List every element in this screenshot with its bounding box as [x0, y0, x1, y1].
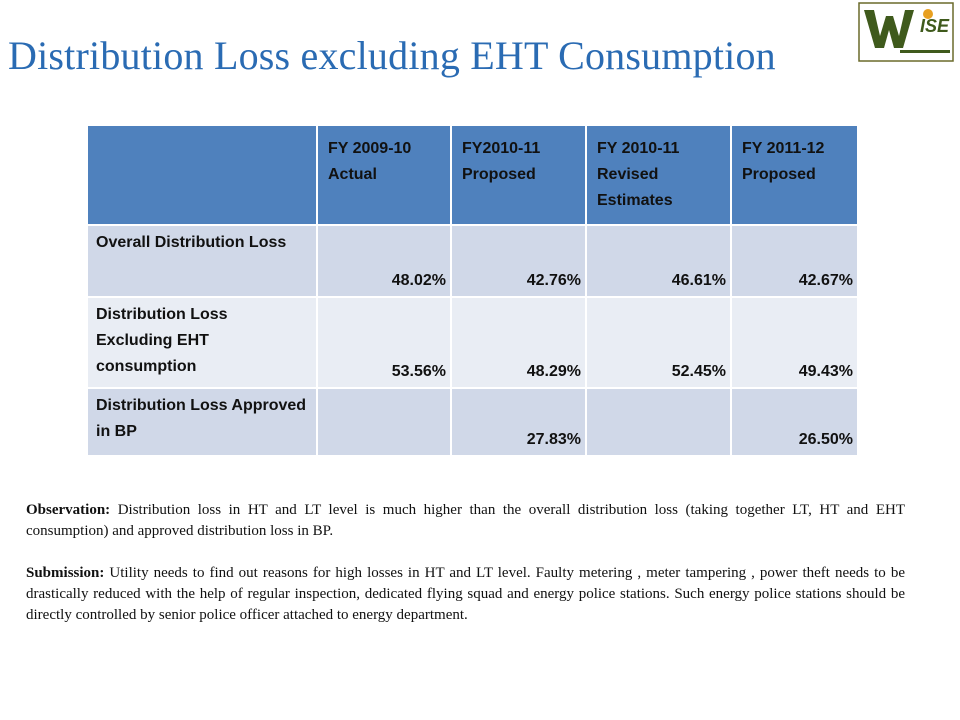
- header-fy2010-11-revised: FY 2010-11 Revised Estimates: [586, 126, 732, 225]
- header-cell-blank: [88, 126, 318, 225]
- table-row: Distribution Loss Approved in BP 27.83% …: [88, 387, 859, 455]
- table-cell: 46.61%: [586, 224, 732, 297]
- row-label: Distribution Loss Approved in BP: [88, 387, 318, 455]
- notes-block: Observation: Distribution loss in HT and…: [26, 500, 905, 647]
- observation-paragraph: Observation: Distribution loss in HT and…: [26, 500, 905, 542]
- table-cell: 48.02%: [317, 224, 452, 297]
- table-cell: 52.45%: [586, 296, 732, 388]
- header-fy2009-10-actual: FY 2009-10 Actual: [317, 126, 452, 225]
- distribution-loss-table: FY 2009-10 Actual FY2010-11 Proposed FY …: [88, 126, 859, 455]
- table-row: Distribution Loss Excluding EHT consumpt…: [88, 296, 859, 388]
- observation-text: Distribution loss in HT and LT level is …: [26, 502, 905, 539]
- table-cell: 49.43%: [731, 296, 859, 388]
- table-header-row: FY 2009-10 Actual FY2010-11 Proposed FY …: [88, 126, 859, 225]
- table-cell: 42.67%: [731, 224, 859, 297]
- table-cell: 26.50%: [731, 387, 859, 455]
- submission-text: Utility needs to find out reasons for hi…: [26, 565, 905, 623]
- table-cell: 27.83%: [451, 387, 587, 455]
- row-label: Overall Distribution Loss: [88, 224, 318, 297]
- table-cell: 48.29%: [451, 296, 587, 388]
- table-cell: 42.76%: [451, 224, 587, 297]
- table-cell: 53.56%: [317, 296, 452, 388]
- submission-label: Submission:: [26, 565, 105, 581]
- observation-label: Observation:: [26, 502, 111, 518]
- header-fy2011-12-proposed: FY 2011-12 Proposed: [731, 126, 859, 225]
- table-row: Overall Distribution Loss 48.02% 42.76% …: [88, 224, 859, 297]
- wise-logo: ISE: [858, 2, 954, 62]
- submission-paragraph: Submission: Utility needs to find out re…: [26, 563, 905, 626]
- row-label: Distribution Loss Excluding EHT consumpt…: [88, 296, 318, 388]
- header-fy2010-11-proposed: FY2010-11 Proposed: [451, 126, 587, 225]
- table-cell: [317, 387, 452, 455]
- slide-title: Distribution Loss excluding EHT Consumpt…: [8, 33, 776, 78]
- table-cell: [586, 387, 732, 455]
- logo-text: ISE: [920, 16, 950, 36]
